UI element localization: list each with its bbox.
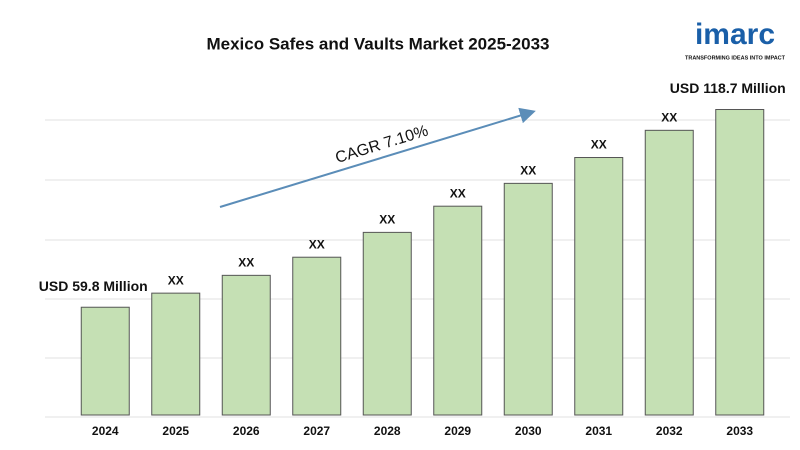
bar [503, 182, 553, 416]
bar [151, 292, 201, 416]
value-label: XX [450, 186, 466, 200]
cagr-arrow [219, 107, 536, 208]
x-tick-label: 2032 [656, 424, 683, 438]
value-label: XX [379, 213, 395, 227]
bar [221, 274, 271, 416]
x-tick-label: 2029 [444, 424, 471, 438]
bar [362, 231, 412, 416]
value-label: USD 118.7 Million [670, 80, 786, 96]
value-label: USD 59.8 Million [39, 278, 148, 294]
value-label: XX [309, 237, 325, 251]
chart-title: Mexico Safes and Vaults Market 2025-2033 [206, 34, 549, 53]
x-tick-label: 2028 [374, 424, 401, 438]
value-label: XX [591, 138, 607, 152]
bar [433, 205, 483, 416]
logo-name: imarc [695, 18, 775, 51]
x-tick-label: 2027 [303, 424, 330, 438]
x-tick-label: 2026 [233, 424, 260, 438]
value-label: XX [520, 164, 536, 178]
value-label: XX [168, 273, 184, 287]
logo: imarc TRANSFORMING IDEAS INTO IMPACT [685, 18, 786, 62]
cagr-label: CAGR 7.10% [334, 123, 431, 167]
x-tick-label: 2024 [92, 424, 119, 438]
bar [644, 129, 694, 416]
x-tick-label: 2031 [585, 424, 612, 438]
bar [80, 306, 130, 416]
value-label: XX [661, 110, 677, 124]
bar [292, 256, 342, 416]
x-tick-label: 2033 [726, 424, 753, 438]
bar [715, 109, 765, 416]
logo-tagline: TRANSFORMING IDEAS INTO IMPACT [685, 55, 786, 61]
x-tick-label: 2025 [162, 424, 189, 438]
value-label: XX [238, 256, 254, 270]
bar [574, 157, 624, 416]
x-tick-label: 2030 [515, 424, 542, 438]
